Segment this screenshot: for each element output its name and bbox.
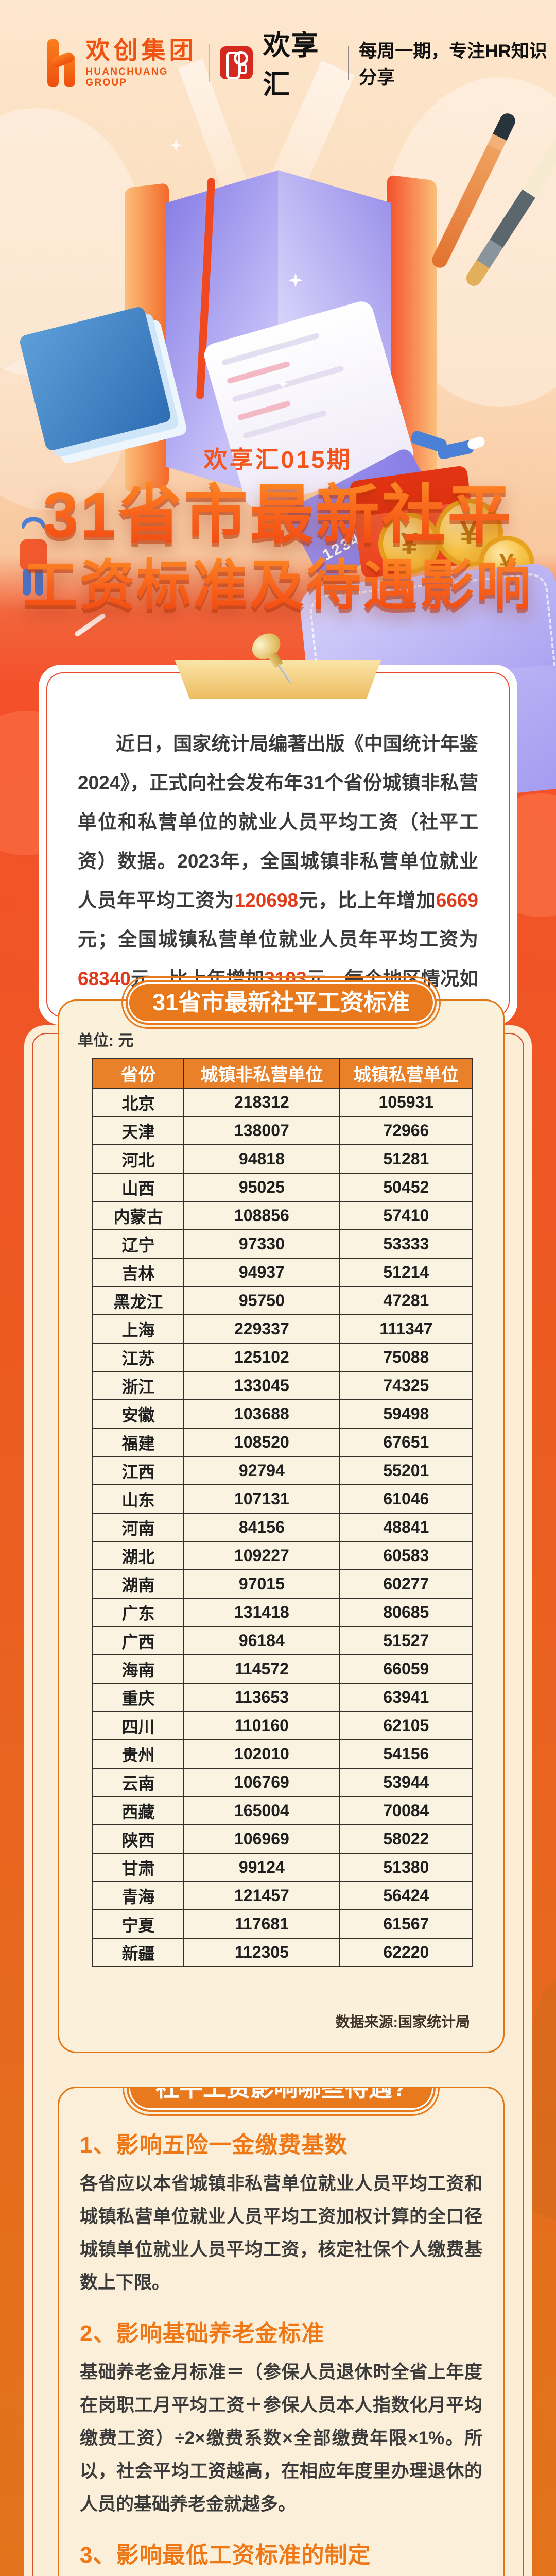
benefits-card: 社平工资影响哪些待遇? 1、影响五险一金缴费基数各省应以本省城镇非私营单位就业人…: [58, 2087, 505, 2576]
coin-icon: ¥: [378, 513, 440, 574]
table-row: 山西 95025 50452: [92, 1173, 474, 1202]
table-row: 西藏 165004 70084: [92, 1796, 474, 1825]
table-row: 吉林 94937 51214: [92, 1258, 474, 1287]
benefit-title: 1、影响五险一金缴费基数: [80, 2132, 348, 2158]
table-row: 贵州 102010 54156: [92, 1739, 474, 1769]
table-row: 宁夏 117681 61567: [92, 1909, 474, 1939]
gold-ribbon-banner: [175, 660, 381, 699]
huanxianghui-seal-icon: [219, 46, 253, 79]
huanchuang-logo-icon: [47, 39, 76, 87]
table-row: 陕西 106969 58022: [92, 1824, 474, 1854]
group-name: 欢创集团: [85, 37, 197, 64]
main-title-line1: 31省市最新社平: [0, 463, 556, 555]
table-row: 广西 96184 51527: [92, 1626, 474, 1655]
walking-person-illustration: [8, 516, 60, 599]
table-row: 四川 110160 62105: [92, 1711, 474, 1740]
header-bar: 欢创集团 HUANCHUANG GROUP 欢享汇 每周一期，专注HR知识分享: [47, 30, 556, 100]
table-row: 辽宁 97330 53333: [92, 1229, 474, 1259]
wage-table-card: 31省市最新社平工资标准 单位: 元 省份 城镇非私营单位 城镇私营单位 北京 2…: [58, 976, 505, 2053]
table-row: 重庆 113653 63941: [92, 1683, 474, 1712]
brand-name: 欢享汇: [263, 30, 320, 100]
intro-text: 元，比上年增加: [298, 890, 436, 911]
value-private-avg: 68340: [78, 968, 131, 989]
table-row: 上海 229337 111347: [92, 1314, 474, 1344]
table-row: 湖南 97015 60277: [92, 1569, 474, 1599]
table-row: 浙江 133045 74325: [92, 1371, 474, 1400]
intro-card: 近日，国家统计局编著出版《中国统计年鉴2024》，正式向社会发布年31个省份城镇…: [39, 665, 517, 1067]
benefit-section: 2、影响基础养老金标准基础养老金月标准＝（参保人员退休时全省上年度在岗职工月平均…: [80, 2315, 482, 2521]
col-header-province: 省份: [92, 1058, 185, 1089]
table-row: 云南 106769 53944: [92, 1768, 474, 1797]
data-source-note: 数据来源:国家统计局: [335, 2014, 470, 2030]
table-row: 青海 121457 56424: [92, 1881, 474, 1910]
table-row: 天津 138007 72966: [92, 1116, 474, 1145]
header-tagline: 每周一期，专注HR知识分享: [359, 41, 547, 88]
table-row: 湖北 109227 60583: [92, 1541, 474, 1570]
hero-illustration: 1234 123 ¥ ¥ ¥: [0, 59, 556, 814]
table-row: 新疆 112305 62220: [92, 1938, 474, 1967]
group-name-en: HUANCHUANG GROUP: [85, 66, 168, 88]
wage-table: 省份 城镇非私营单位 城镇私营单位 北京 218312 105931 天津 138007…: [92, 1058, 474, 1967]
table-body: 北京 218312 105931 天津 138007 72966 河北 94818 51281 山…: [92, 1088, 474, 1967]
col-header-nonprivate: 城镇非私营单位: [183, 1058, 340, 1089]
table-header-row: 省份 城镇非私营单位 城镇私营单位: [92, 1058, 474, 1089]
table-row: 福建 108520 67651: [92, 1428, 474, 1457]
table-row: 河北 94818 51281: [92, 1144, 474, 1174]
table-row: 山东 107131 61046: [92, 1484, 474, 1514]
table-row: 广东 131418 80685: [92, 1598, 474, 1627]
divider: [208, 44, 210, 82]
col-header-private: 城镇私营单位: [339, 1058, 474, 1089]
value-nonprivate-avg: 120698: [234, 890, 299, 911]
table-row: 江西 92794 55201: [92, 1456, 474, 1485]
benefit-title: 3、影响最低工资标准的制定: [80, 2543, 371, 2568]
benefit-sections: 1、影响五险一金缴费基数各省应以本省城镇非私营单位就业人员平均工资和城镇私营单位…: [80, 2126, 482, 2576]
table-row: 内蒙古 108856 57410: [92, 1201, 474, 1230]
table-row: 河南 84156 48841: [92, 1513, 474, 1542]
intro-text: 元；全国城镇私营单位就业人员年平均工资为: [78, 929, 478, 950]
benefit-section: 1、影响五险一金缴费基数各省应以本省城镇非私营单位就业人员平均工资和城镇私营单位…: [80, 2126, 482, 2299]
table-row: 北京 218312 105931: [92, 1088, 474, 1117]
benefits-badge: 社平工资影响哪些待遇?: [122, 2088, 440, 2116]
table-row: 江苏 125102 75088: [92, 1343, 474, 1372]
table-badge: 31省市最新社平工资标准: [121, 976, 441, 1029]
benefit-title: 2、影响基础养老金标准: [80, 2321, 325, 2346]
table-row: 甘肃 99124 51380: [92, 1853, 474, 1882]
group-logo-text: 欢创集团 HUANCHUANG GROUP: [85, 37, 198, 88]
benefit-body: 各省应以本省城镇非私营单位就业人员平均工资和城镇私营单位就业人员平均工资加权计算…: [80, 2174, 482, 2293]
unit-label: 单位: 元: [78, 1032, 134, 1049]
divider: [348, 46, 349, 80]
table-row: 海南 114572 66059: [92, 1654, 474, 1684]
issue-label: 欢享汇015期: [203, 446, 353, 473]
main-title-line2: 工资标准及待遇影响: [0, 541, 556, 620]
table-row: 安徽 103688 59498: [92, 1399, 474, 1429]
sparkle-icon: [170, 139, 182, 151]
value-nonprivate-increase: 6669: [436, 890, 478, 911]
benefit-section: 3、影响最低工资标准的制定在制定最低工资标准时，政府会考虑社平工资水平，以确保最…: [80, 2536, 482, 2576]
intro-text: 近日，国家统计局编著出版《中国统计年鉴2024》，正式向社会发布年31个省份城镇…: [78, 733, 478, 911]
table-row: 黑龙江 95750 47281: [92, 1286, 474, 1315]
benefit-body: 基础养老金月标准＝（参保人员退休时全省上年度在岗职工月平均工资＋参保人员本人指数…: [80, 2362, 482, 2514]
